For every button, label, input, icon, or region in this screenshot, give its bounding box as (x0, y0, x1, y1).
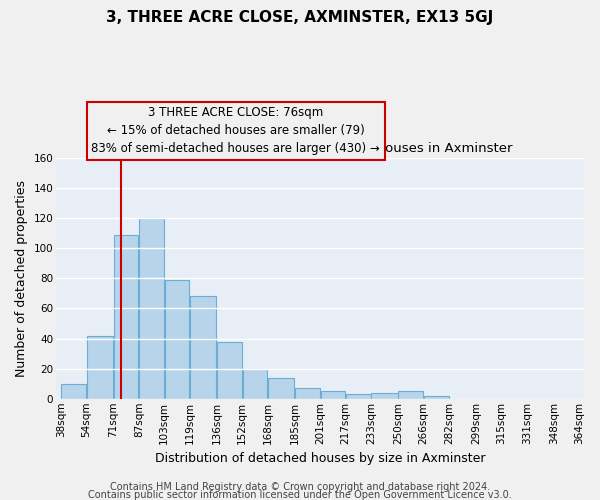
Bar (114, 234, 139, 399)
Bar (424, 396, 449, 399)
X-axis label: Distribution of detached houses by size in Axminster: Distribution of detached houses by size … (155, 452, 485, 465)
Bar (164, 280, 190, 399)
Bar (242, 368, 267, 399)
Bar (320, 391, 345, 399)
Bar (139, 218, 164, 399)
Bar (371, 392, 398, 399)
Title: Size of property relative to detached houses in Axminster: Size of property relative to detached ho… (127, 142, 513, 156)
Bar (346, 394, 371, 399)
Text: Contains HM Land Registry data © Crown copyright and database right 2024.: Contains HM Land Registry data © Crown c… (110, 482, 490, 492)
Bar (217, 342, 242, 399)
Bar (295, 388, 320, 399)
Bar (87, 336, 113, 399)
Bar (61, 384, 86, 399)
Bar (268, 378, 294, 399)
Text: Contains public sector information licensed under the Open Government Licence v3: Contains public sector information licen… (88, 490, 512, 500)
Text: 3 THREE ACRE CLOSE: 76sqm
← 15% of detached houses are smaller (79)
83% of semi-: 3 THREE ACRE CLOSE: 76sqm ← 15% of detac… (91, 106, 380, 156)
Bar (190, 296, 217, 399)
Bar (398, 391, 423, 399)
Text: 3, THREE ACRE CLOSE, AXMINSTER, EX13 5GJ: 3, THREE ACRE CLOSE, AXMINSTER, EX13 5GJ (106, 10, 494, 25)
Y-axis label: Number of detached properties: Number of detached properties (15, 180, 28, 377)
